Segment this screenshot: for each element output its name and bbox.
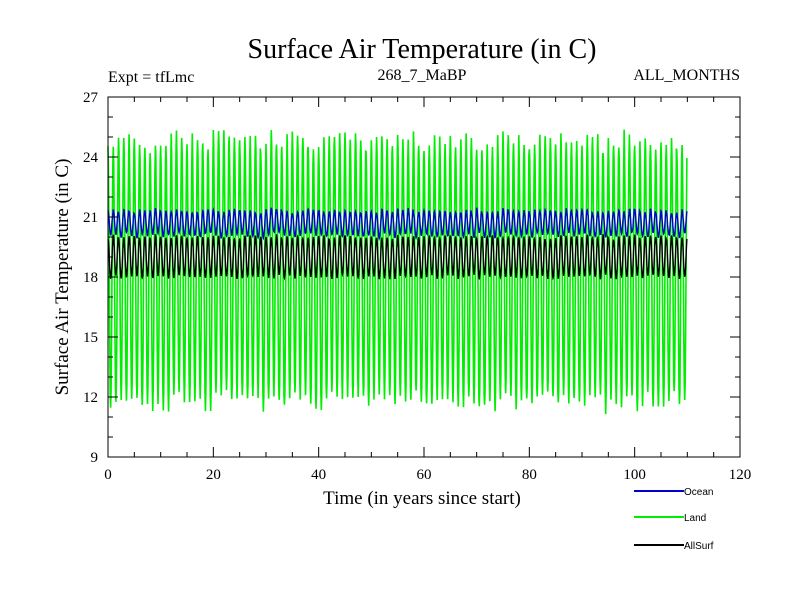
x-axis-label: Time (in years since start) [323,488,521,509]
x-tick-label: 0 [104,467,112,483]
y-tick-label: 24 [83,150,99,166]
x-tick-label: 60 [417,467,432,483]
x-tick-label: 20 [206,467,221,483]
axis-layer: 0 20 40 60 80 100 120 9 12 15 18 21 24 27 [83,90,751,483]
x-tick-label: 40 [311,467,326,483]
subtitle-left: Expt = tfLmc [108,69,194,86]
x-tick-label: 100 [623,467,646,483]
y-tick-label: 21 [83,210,98,226]
y-tick-label: 27 [83,90,99,106]
y-tick-label: 18 [83,270,98,286]
legend-label-ocean: Ocean [684,487,713,498]
series-line-allsurf [107,234,688,281]
y-tick-label: 12 [83,390,98,406]
legend: Ocean Land AllSurf [634,487,714,552]
y-tick-label: 15 [83,330,98,346]
legend-label-land: Land [684,513,706,524]
series-line-land [107,129,688,415]
x-tick-label: 80 [522,467,537,483]
series-layer [107,129,688,415]
subtitle-right: ALL_MONTHS [633,67,740,84]
series-line-ocean [107,207,688,242]
subtitle-center: 268_7_MaBP [378,67,467,84]
x-tick-label: 120 [729,467,752,483]
chart-title: Surface Air Temperature (in C) [248,34,597,65]
legend-label-allsurf: AllSurf [684,541,714,552]
y-axis-label: Surface Air Temperature (in C) [52,159,73,396]
y-tick-label: 9 [91,450,99,466]
